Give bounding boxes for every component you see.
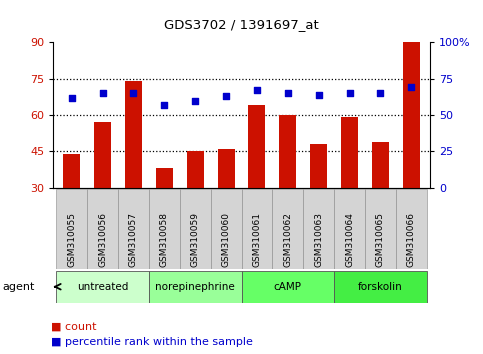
Bar — [56, 271, 149, 303]
Point — [99, 90, 106, 96]
Bar — [279, 115, 296, 260]
Bar — [272, 189, 303, 269]
Bar — [87, 189, 118, 269]
Bar — [341, 118, 358, 260]
Text: GSM310065: GSM310065 — [376, 212, 385, 267]
Bar — [211, 189, 242, 269]
Text: GSM310056: GSM310056 — [98, 212, 107, 267]
Text: GSM310055: GSM310055 — [67, 212, 76, 267]
Point — [68, 95, 75, 101]
Text: ■ percentile rank within the sample: ■ percentile rank within the sample — [51, 337, 253, 347]
Text: GSM310061: GSM310061 — [253, 212, 261, 267]
Point — [222, 93, 230, 99]
Text: untreated: untreated — [77, 282, 128, 292]
Point — [346, 90, 354, 96]
Bar — [56, 189, 87, 269]
Bar — [403, 42, 420, 260]
Bar — [63, 154, 80, 260]
Text: GSM310066: GSM310066 — [407, 212, 416, 267]
Text: ■ count: ■ count — [51, 322, 96, 332]
Bar — [310, 144, 327, 260]
Text: GSM310062: GSM310062 — [284, 212, 292, 267]
Point — [284, 90, 292, 96]
Bar — [125, 81, 142, 260]
Bar — [217, 149, 235, 260]
Bar — [396, 189, 427, 269]
Text: GSM310064: GSM310064 — [345, 212, 354, 267]
Bar — [334, 271, 427, 303]
Bar — [187, 152, 204, 260]
Point — [191, 98, 199, 103]
Bar — [180, 189, 211, 269]
Text: GSM310059: GSM310059 — [191, 212, 199, 267]
Text: GSM310058: GSM310058 — [160, 212, 169, 267]
Point — [253, 87, 261, 93]
Bar — [242, 271, 334, 303]
Bar — [334, 189, 365, 269]
Bar — [149, 271, 242, 303]
Point — [160, 102, 168, 108]
Text: GDS3702 / 1391697_at: GDS3702 / 1391697_at — [164, 18, 319, 31]
Point — [408, 85, 415, 90]
Bar — [303, 189, 334, 269]
Point — [129, 90, 137, 96]
Bar — [118, 189, 149, 269]
Bar — [365, 189, 396, 269]
Bar — [372, 142, 389, 260]
Text: GSM310060: GSM310060 — [222, 212, 230, 267]
Bar — [242, 189, 272, 269]
Bar — [248, 105, 266, 260]
Text: norepinephrine: norepinephrine — [156, 282, 235, 292]
Bar — [149, 189, 180, 269]
Point — [315, 92, 323, 98]
Text: agent: agent — [2, 282, 35, 292]
Text: GSM310057: GSM310057 — [129, 212, 138, 267]
Text: GSM310063: GSM310063 — [314, 212, 323, 267]
Bar — [156, 168, 173, 260]
Text: cAMP: cAMP — [274, 282, 302, 292]
Bar — [94, 122, 111, 260]
Point — [377, 90, 384, 96]
Text: forskolin: forskolin — [358, 282, 403, 292]
